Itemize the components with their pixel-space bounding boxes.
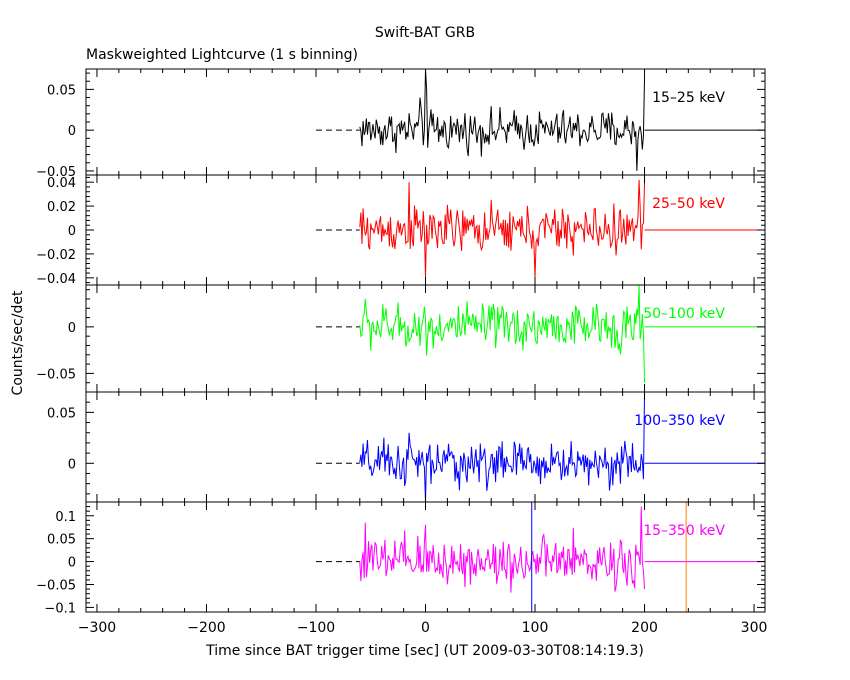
y-tick-label: 0.04: [47, 176, 76, 191]
x-tick-label: −100: [297, 620, 335, 636]
x-axis-label: Time since BAT trigger time [sec] (UT 20…: [205, 643, 644, 659]
series-label: 100–350 keV: [634, 413, 725, 429]
series-line: [359, 506, 646, 593]
y-tick-label: −0.05: [36, 579, 76, 594]
series-2-plot: [315, 179, 765, 278]
series-label: 50–100 keV: [643, 306, 725, 322]
x-tick-label: 200: [631, 620, 658, 636]
series-line: [359, 179, 646, 278]
panel-2: −0.04 −0.02 0 0.02 0.04 25–50 keV: [36, 174, 766, 287]
chart-subtitle: Maskweighted Lightcurve (1 s binning): [86, 47, 358, 63]
series-5-plot: [315, 502, 765, 612]
y-tick-label: 0: [68, 321, 76, 336]
chart-title: Swift-BAT GRB: [375, 25, 475, 41]
series-4-plot: [315, 392, 765, 502]
y-tick-label: 0.05: [47, 83, 76, 98]
y-tick-label: 0: [68, 124, 76, 139]
y-tick-label: 0.02: [47, 200, 76, 215]
x-tick-label: −300: [78, 620, 116, 636]
series-line: [359, 392, 646, 502]
panel-1: −0.05 0 0.05 15–25 keV: [36, 68, 766, 180]
y-tick-label: −0.02: [36, 248, 76, 263]
panels-group: −0.05 0 0.05 15–25 keV −0.04 −0.02 0 0.02 0.04 25…: [36, 68, 766, 616]
panel-5: −0.1 −0.05 0 0.05 0.1 15–350 keV: [36, 501, 766, 616]
x-tick-label: −200: [187, 620, 225, 636]
series-3-plot: [315, 285, 765, 383]
y-tick-label: −0.05: [36, 165, 76, 180]
panel-3: −0.05 0 50–100 keV: [36, 284, 766, 393]
y-tick-label: −0.05: [36, 367, 76, 382]
series-label: 25–50 keV: [652, 196, 725, 212]
series-1-plot: [315, 69, 765, 171]
series-line: [359, 69, 646, 171]
x-tick-label: 100: [522, 620, 549, 636]
y-tick-label: 0: [68, 556, 76, 571]
y-tick-label: 0.05: [47, 406, 76, 421]
y-tick-label: 0: [68, 457, 76, 472]
panel-4: 0 0.05 100–350 keV: [47, 391, 766, 503]
series-label: 15–25 keV: [652, 90, 725, 106]
y-tick-label: −0.1: [44, 601, 76, 616]
x-tick-label: 0: [421, 620, 430, 636]
y-tick-label: −0.04: [36, 272, 76, 287]
panel-frame: [85, 501, 766, 613]
y-axis-label: Counts/sec/det: [10, 290, 26, 395]
y-tick-label: 0.05: [47, 533, 76, 548]
panel-frame: [85, 284, 766, 393]
series-label: 15–350 keV: [643, 523, 725, 539]
x-tick-labels-group: −300 −200 −100 0 100 200 300: [78, 620, 768, 636]
y-tick-label: 0.1: [55, 510, 76, 525]
x-tick-label: 300: [741, 620, 768, 636]
y-tick-label: 0: [68, 224, 76, 239]
series-line: [359, 285, 646, 383]
